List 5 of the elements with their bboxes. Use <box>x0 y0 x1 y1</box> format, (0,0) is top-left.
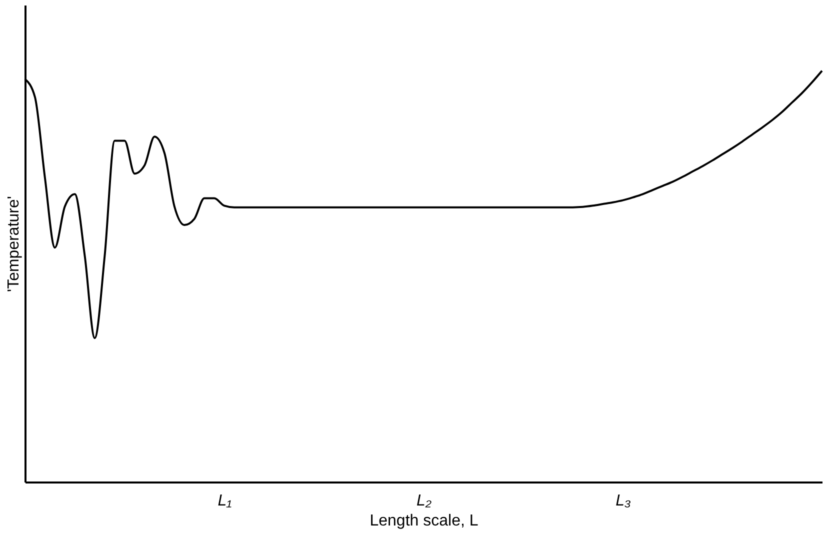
x-axis-title: Length scale, L <box>370 512 478 530</box>
y-axis-title: 'Temperature' <box>6 196 22 292</box>
x-tick-label: L₁ <box>218 492 232 510</box>
x-tick-label: L₃ <box>616 492 631 510</box>
x-tick-label: L₂ <box>416 492 432 510</box>
